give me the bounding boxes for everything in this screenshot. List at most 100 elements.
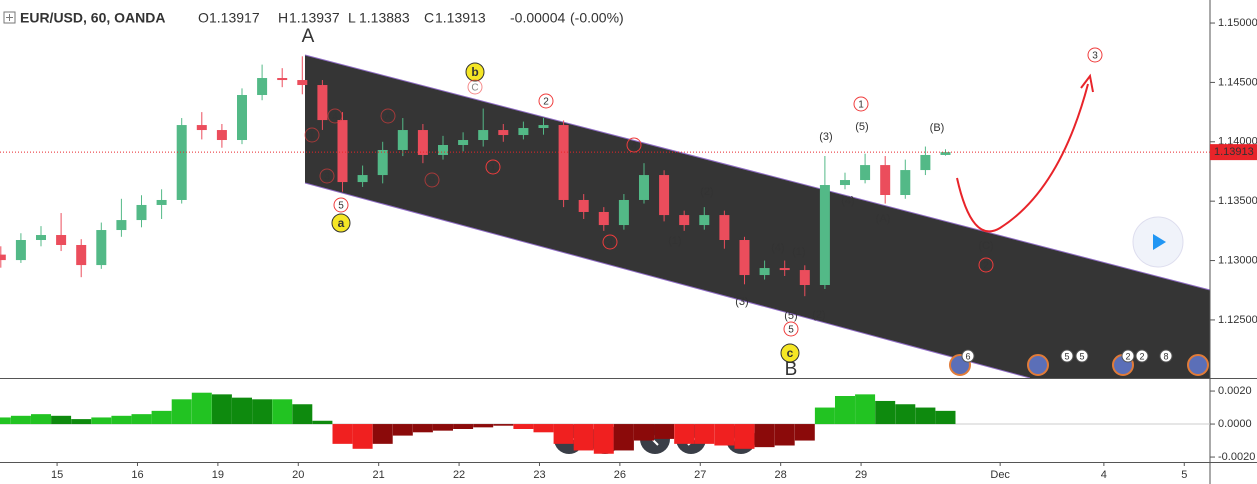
oscillator-bar (935, 410, 956, 425)
oscillator-bar (332, 424, 353, 444)
oscillator-bar (292, 404, 313, 425)
wave-label: a (338, 216, 345, 230)
wave-label: C (471, 83, 478, 94)
candle-body (699, 215, 710, 226)
y-tick-label: 0.0020 (1218, 385, 1252, 397)
wave-label: 1 (858, 100, 864, 111)
event-count: 2 (1139, 351, 1144, 361)
event-icon[interactable] (1187, 354, 1209, 376)
y-tick-label: 1.14500 (1218, 76, 1257, 88)
x-tick-label: 28 (775, 469, 787, 481)
event-count-badge (1060, 349, 1074, 363)
candle-body (196, 125, 207, 131)
oscillator-bar (553, 424, 574, 444)
channel-fill (305, 55, 1210, 378)
oscillator-bar (533, 424, 554, 433)
candle-body (176, 125, 187, 200)
oscillator-bar (131, 414, 152, 425)
oscillator-bar (834, 396, 855, 425)
candle-body (96, 230, 107, 266)
candle-body (277, 78, 288, 81)
candle-body (458, 140, 469, 146)
wave-marker (1087, 47, 1103, 63)
y-tick-label: 1.15000 (1218, 17, 1257, 29)
wave-marker (978, 257, 994, 273)
x-tick-label: 15 (51, 469, 63, 481)
candle-body (880, 165, 891, 195)
y-tick-label: 1.13000 (1218, 254, 1257, 266)
wave-label: (1) (668, 235, 681, 247)
wave-label: (3) (819, 131, 832, 143)
ohlc-label: C (424, 10, 434, 26)
event-count-badge (1159, 349, 1173, 363)
oscillator-bar (513, 424, 534, 430)
play-icon (1153, 234, 1166, 250)
candle-body (0, 254, 6, 261)
wave-label: B (785, 359, 798, 380)
oscillator-bar (613, 424, 634, 451)
wave-label: (5) (784, 310, 797, 322)
event-count-badge (1121, 349, 1135, 363)
wave-label: (4) (771, 242, 784, 254)
collapse-icon[interactable] (3, 11, 16, 24)
candle-body (136, 204, 147, 221)
oscillator-bar (372, 424, 393, 444)
wave-label: B (429, 176, 436, 187)
wave-label: b (471, 65, 478, 79)
wave-label: 3 (1092, 51, 1098, 62)
candle-body (56, 235, 67, 245)
wave-label: 5 (338, 201, 344, 212)
oscillator-bar (734, 424, 755, 449)
x-tick-label: 4 (1101, 469, 1107, 481)
candle-body (739, 240, 750, 276)
oscillator-bar (654, 424, 675, 439)
x-tick-label: 19 (212, 469, 224, 481)
last-price-label: 1.13913 (1214, 146, 1254, 158)
wave-marker (304, 127, 320, 143)
wave-marker (780, 343, 800, 363)
event-count: 5 (1064, 351, 1069, 361)
event-count: 8 (1163, 351, 1168, 361)
candle-body (719, 215, 730, 241)
oscillator-bar (453, 424, 474, 430)
oscillator-bar (71, 419, 92, 425)
oscillator-bar (211, 394, 232, 425)
oscillator-bar (432, 424, 453, 431)
overlay: A Bb a c C 5 1 4 3 A B 1 2 3 4 1 5 2 3 (3) (5) (4) (2) (1) (3) (4… (302, 26, 1209, 380)
wave-marker (467, 79, 483, 95)
collapse-icon-plus (6, 14, 13, 21)
wave-marker (853, 96, 869, 112)
wave-label: (A) (876, 213, 891, 225)
x-tick-label: 16 (131, 469, 143, 481)
oscillator-bar (855, 394, 876, 425)
x-tick-label: 27 (694, 469, 706, 481)
event-count: 6 (965, 351, 970, 361)
candle-body (15, 240, 26, 261)
x-tick-label: 26 (614, 469, 626, 481)
ohlc-value: 1.13917 (209, 10, 260, 26)
wave-marker (380, 108, 396, 124)
x-tick-label: 22 (453, 469, 465, 481)
wave-label: 1 (309, 131, 315, 142)
candle-body (337, 120, 348, 183)
candle-body (759, 268, 770, 276)
wave-marker (333, 197, 349, 213)
oscillator-bar (252, 399, 273, 425)
wave-marker (319, 168, 335, 184)
oscillator-bar (473, 424, 494, 428)
candle-body (538, 125, 549, 129)
candle-body (558, 125, 569, 200)
candle-body (940, 152, 951, 155)
oscillator-bar (774, 424, 795, 446)
candle-body (76, 244, 87, 266)
wave-marker (602, 234, 618, 250)
candle-body (216, 130, 227, 141)
y-tick-label: 1.12500 (1218, 314, 1257, 326)
event-icon[interactable] (1027, 354, 1049, 376)
oscillator-bar (493, 424, 514, 426)
event-count-badge (961, 349, 975, 363)
wave-marker (465, 62, 485, 82)
forecast-arrowhead (1080, 73, 1094, 93)
event-count-badge (1075, 349, 1089, 363)
